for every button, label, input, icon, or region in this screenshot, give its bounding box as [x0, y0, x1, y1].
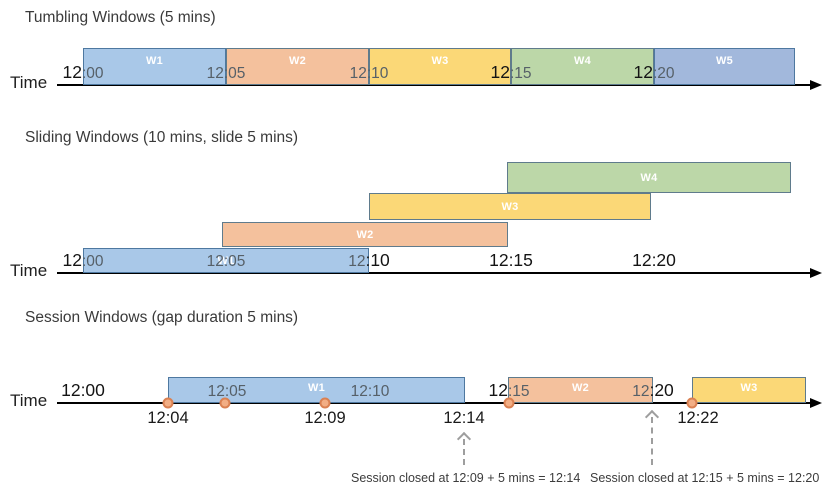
section-title-tumbling: Tumbling Windows (5 mins): [25, 9, 216, 26]
time-axis: [57, 272, 812, 274]
arrow-head-icon: [456, 431, 472, 447]
tumbling-window-w1: W1: [83, 48, 226, 85]
event-dot: [162, 397, 174, 409]
tick-12-20: 12:20: [633, 62, 675, 82]
event-time-label: 12:09: [304, 409, 346, 427]
window-label: W1: [217, 254, 235, 267]
window-label: W1: [307, 382, 326, 394]
tumbling-window-w4: W4: [511, 48, 654, 85]
window-label: W5: [715, 55, 734, 67]
tick-12-05: 12:05: [206, 253, 246, 270]
event-dot: [219, 397, 231, 409]
session-window-w1: W1: [168, 377, 465, 403]
window-label: W1: [145, 55, 164, 67]
event-time-label: 12:14: [443, 409, 485, 427]
tick-12-00: 12:00: [61, 380, 105, 400]
time-axis-label: Time: [10, 261, 48, 280]
tick-12-15: 12:15: [489, 250, 533, 270]
tick-12-00: 12:00: [62, 62, 104, 82]
tumbling-window-w3: W3: [369, 48, 511, 85]
arrow-dashed-line: [651, 417, 653, 465]
time-axis: [57, 84, 812, 86]
tumbling-window-w2: W2: [226, 48, 369, 85]
window-label: W2: [288, 55, 307, 67]
arrow-dashed-line: [463, 439, 465, 465]
session-close-arrow-icon: [456, 431, 472, 465]
sliding-window-w3: W3: [369, 193, 651, 220]
event-time-label: 12:04: [147, 409, 189, 427]
tick-12-00: 12:00: [62, 250, 104, 270]
tumbling-window-w5: W5: [654, 48, 795, 85]
tick-12-05: 12:05: [206, 65, 246, 82]
session-window-w2: W2: [508, 377, 653, 403]
sliding-window-w1: W1: [83, 248, 369, 273]
window-label: W3: [431, 55, 449, 67]
tick-12-05: 12:05: [207, 383, 247, 400]
session-window-w3: W3: [692, 377, 806, 403]
time-axis-label: Time: [10, 73, 48, 92]
window-label: W2: [356, 228, 374, 241]
section-title-session: Session Windows (gap duration 5 mins): [25, 309, 299, 326]
arrow-head-icon: [644, 409, 660, 425]
event-dot: [503, 397, 515, 409]
event-dot: [319, 397, 331, 409]
event-time-label: 12:22: [677, 409, 719, 427]
window-label: W2: [571, 382, 590, 394]
window-label: W3: [740, 382, 758, 394]
window-label: W4: [640, 171, 658, 184]
session-close-annotation: Session closed at 12:15 + 5 mins = 12:20: [590, 471, 820, 485]
window-label: W3: [501, 200, 519, 213]
time-axis: [57, 402, 812, 404]
tick-12-20: 12:20: [632, 380, 674, 400]
event-dot: [686, 397, 698, 409]
tick-12-10: 12:10: [350, 383, 390, 400]
axis-arrowhead-icon: [810, 268, 822, 278]
tick-12-10: 12:10: [349, 65, 389, 82]
window-label: W4: [573, 55, 592, 67]
axis-arrowhead-icon: [810, 398, 822, 408]
sliding-window-w2: W2: [222, 222, 508, 247]
time-axis-label: Time: [10, 391, 48, 410]
tick-12-15: 12:15: [490, 62, 532, 82]
tick-12-15: 12:15: [488, 380, 530, 400]
session-close-annotation: Session closed at 12:09 + 5 mins = 12:14: [351, 471, 581, 485]
tick-12-10: 12:10: [348, 250, 390, 270]
axis-arrowhead-icon: [810, 80, 822, 90]
tick-12-20: 12:20: [632, 250, 676, 270]
sliding-window-w4: W4: [507, 162, 791, 193]
session-close-arrow-icon: [644, 409, 660, 465]
section-title-sliding: Sliding Windows (10 mins, slide 5 mins): [25, 129, 299, 146]
